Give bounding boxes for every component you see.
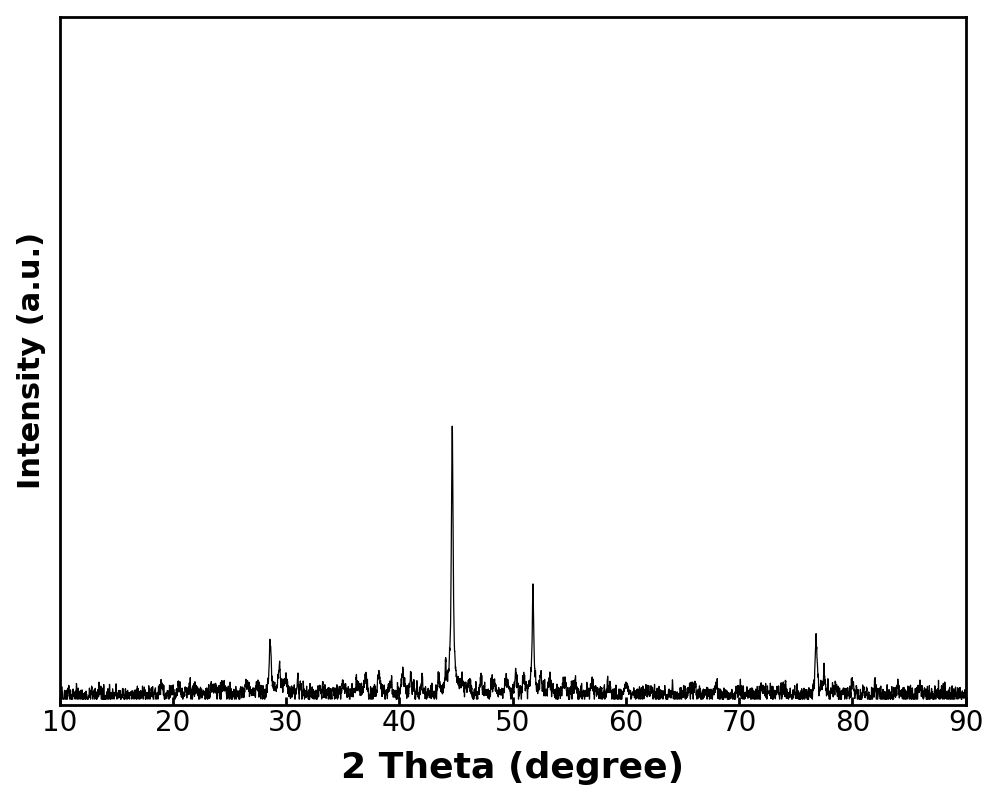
- X-axis label: 2 Theta (degree): 2 Theta (degree): [341, 751, 684, 785]
- Y-axis label: Intensity (a.u.): Intensity (a.u.): [17, 232, 46, 489]
